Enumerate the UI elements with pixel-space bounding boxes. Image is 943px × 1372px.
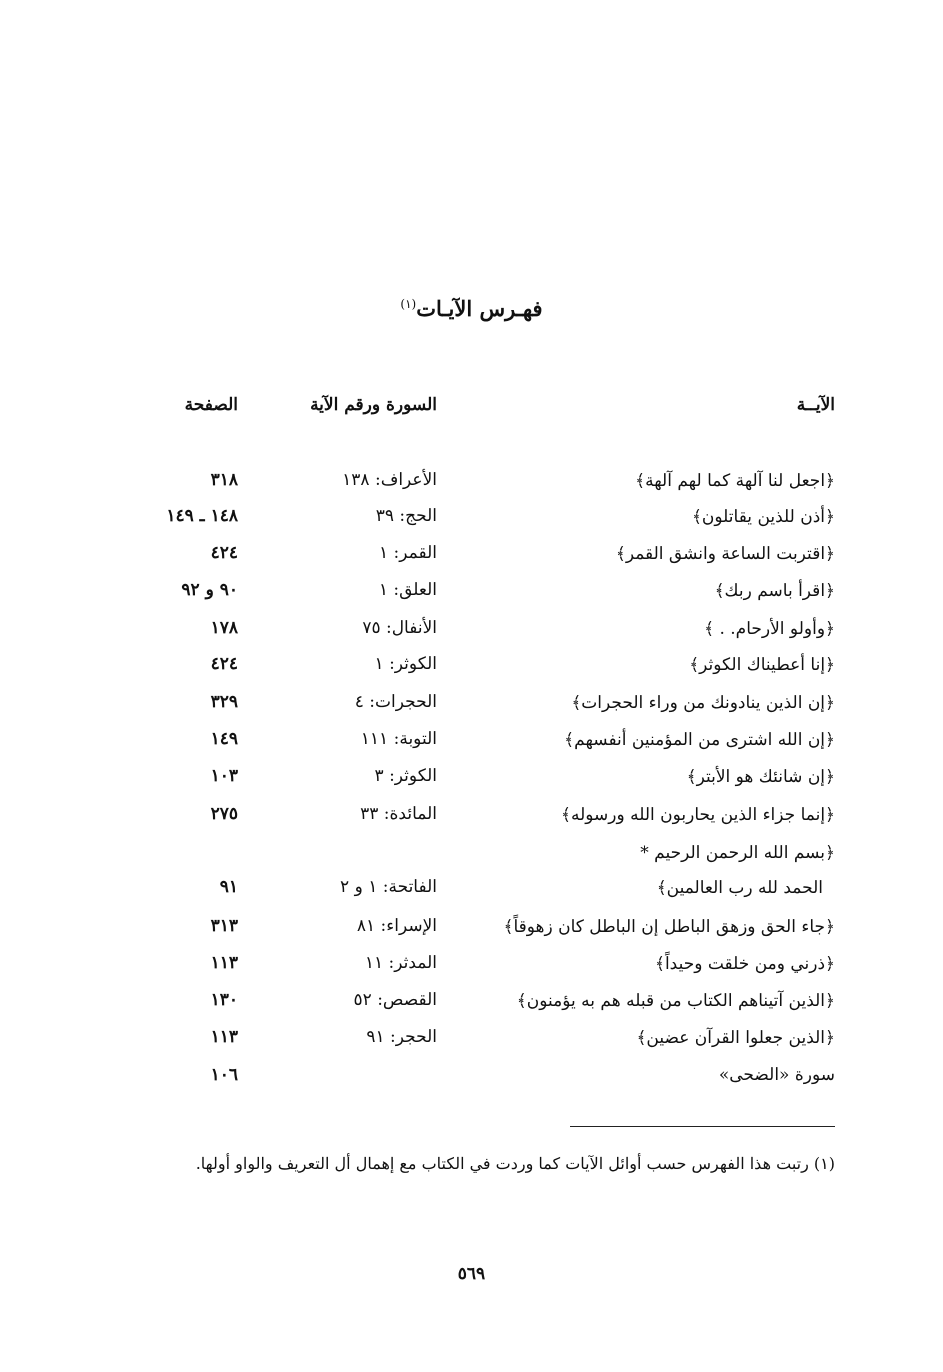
- surah-cell: الحجرات: ٤: [354, 692, 437, 712]
- page-cell: ٩٠ و ٩٢: [181, 580, 238, 600]
- footnote: (١) رتبت هذا الفهرس حسب أوائل الآيات كما…: [195, 1154, 835, 1173]
- ayah-cell: ﴿اقرأ باسم ربك﴾: [714, 581, 835, 601]
- table-row: الحمد لله رب العالمين﴾ الفاتحة: ١ و ٢ ٩١: [0, 877, 943, 911]
- ayah-cell: ﴿بسم الله الرحمن الرحيم *: [640, 843, 835, 863]
- page-cell: ٣١٨: [210, 470, 238, 490]
- surah-cell: الكوثر: ١: [374, 654, 437, 674]
- surah-cell: الإسراء: ٨١: [356, 916, 437, 936]
- surah-cell: القصص: ٥٢: [353, 990, 437, 1010]
- header-surah: السورة ورقم الآية: [310, 395, 437, 415]
- ayah-cell: ﴿جاء الحق وزهق الباطل إن الباطل كان زهوق…: [503, 917, 835, 937]
- ayah-cell: ﴿الذين جعلوا القرآن عضين﴾: [636, 1028, 835, 1048]
- table-row: ﴿جاء الحق وزهق الباطل إن الباطل كان زهوق…: [0, 916, 943, 950]
- page-cell: ١٤٩: [210, 729, 238, 749]
- table-row: ﴿اقتربت الساعة وانشق القمر﴾ القمر: ١ ٤٢٤: [0, 543, 943, 577]
- surah-cell: الأنفال: ٧٥: [362, 618, 437, 638]
- surah-cell: المدثر: ١١: [364, 953, 437, 973]
- surah-cell: القمر: ١: [379, 543, 437, 563]
- ayah-cell: ﴿أذن للذين يقاتلون﴾: [691, 507, 835, 527]
- title-text: فهـرس الآيـات: [416, 296, 543, 321]
- page-cell: ٢٧٥: [210, 804, 238, 824]
- page-cell: ٤٢٤: [210, 543, 238, 563]
- table-row: ﴿اجعل لنا آلهة كما لهم آلهة﴾ الأعراف: ١٣٨…: [0, 470, 943, 504]
- page-cell: ١٧٨: [210, 618, 238, 638]
- table-row: ﴿إن الذين ينادونك من وراء الحجرات﴾ الحجرا…: [0, 692, 943, 726]
- surah-cell: الأعراف: ١٣٨: [342, 470, 437, 490]
- ayah-cell: ﴿إن شانئك هو الأبتر﴾: [686, 767, 835, 787]
- table-row: ﴿إنما جزاء الذين يحاربون الله ورسوله﴾ الم…: [0, 804, 943, 838]
- surah-cell: الكوثر: ٣: [374, 766, 437, 786]
- page-number: ٥٦٩: [457, 1264, 486, 1284]
- header-ayah: الآيــة: [796, 395, 835, 415]
- ayah-cell: ﴿إنا أعطيناك الكوثر﴾: [689, 655, 835, 675]
- page-cell: ١١٣: [210, 1027, 238, 1047]
- page-cell: ١٣٠: [210, 990, 238, 1010]
- ayah-cell: ﴿ذرني ومن خلقت وحيداً﴾: [655, 954, 835, 974]
- page-cell: ١٤٨ ـ ١٤٩: [166, 506, 238, 526]
- surah-cell: الحج: ٣٩: [375, 506, 437, 526]
- table-row: ﴿وأولو الأرحام. . ﴾ الأنفال: ٧٥ ١٧٨: [0, 618, 943, 652]
- page-cell: ١٠٣: [210, 766, 238, 786]
- footnote-ref: (١): [400, 297, 417, 311]
- table-row: ﴿أذن للذين يقاتلون﴾ الحج: ٣٩ ١٤٨ ـ ١٤٩: [0, 506, 943, 540]
- ayah-cell: ﴿وأولو الأرحام. . ﴾: [704, 619, 835, 639]
- page-title: فهـرس الآيـات(١): [0, 296, 943, 321]
- table-row: ﴿الذين جعلوا القرآن عضين﴾ الحجر: ٩١ ١١٣: [0, 1027, 943, 1061]
- table-row: ﴿ذرني ومن خلقت وحيداً﴾ المدثر: ١١ ١١٣: [0, 953, 943, 987]
- surah-cell: المائدة: ٣٣: [360, 804, 437, 824]
- table-row: ﴿الذين آتيناهم الكتاب من قبله هم به يؤمن…: [0, 990, 943, 1024]
- ayah-cell: ﴿الذين آتيناهم الكتاب من قبله هم به يؤمن…: [516, 991, 835, 1011]
- ayah-cell: ﴿إنما جزاء الذين يحاربون الله ورسوله﴾: [561, 805, 835, 825]
- surah-cell: الحجر: ٩١: [366, 1027, 437, 1047]
- surah-cell: العلق: ١: [378, 580, 437, 600]
- page-cell: ٣٢٩: [210, 692, 238, 712]
- table-row: ﴿بسم الله الرحمن الرحيم *: [0, 842, 943, 876]
- page-cell: ١١٣: [210, 953, 238, 973]
- table-row: ﴿إنا أعطيناك الكوثر﴾ الكوثر: ١ ٤٢٤: [0, 654, 943, 688]
- header-page: الصفحة: [184, 395, 238, 415]
- page-cell: ٩١: [219, 877, 238, 897]
- ayah-cell: سورة «الضحى»: [718, 1065, 835, 1085]
- surah-cell: التوبة: ١١١: [360, 729, 437, 749]
- ayah-cell: ﴿اجعل لنا آلهة كما لهم آلهة﴾: [635, 471, 835, 491]
- table-row: ﴿إن الله اشترى من المؤمنين أنفسهم﴾ التوبة…: [0, 729, 943, 763]
- table-row: ﴿اقرأ باسم ربك﴾ العلق: ١ ٩٠ و ٩٢: [0, 580, 943, 614]
- page-cell: ١٠٦: [210, 1065, 238, 1085]
- ayah-cell: ﴿إن الذين ينادونك من وراء الحجرات﴾: [571, 693, 835, 713]
- page-cell: ٣١٣: [210, 916, 238, 936]
- ayah-cell: ﴿إن الله اشترى من المؤمنين أنفسهم﴾: [564, 730, 835, 750]
- footnote-divider: [570, 1126, 835, 1127]
- page-cell: ٤٢٤: [210, 654, 238, 674]
- table-row: ﴿إن شانئك هو الأبتر﴾ الكوثر: ٣ ١٠٣: [0, 766, 943, 800]
- ayah-cell: ﴿اقتربت الساعة وانشق القمر﴾: [615, 544, 835, 564]
- ayah-cell: الحمد لله رب العالمين﴾: [656, 878, 823, 898]
- surah-cell: الفاتحة: ١ و ٢: [340, 877, 437, 897]
- table-row: سورة «الضحى» ١٠٦: [0, 1065, 943, 1099]
